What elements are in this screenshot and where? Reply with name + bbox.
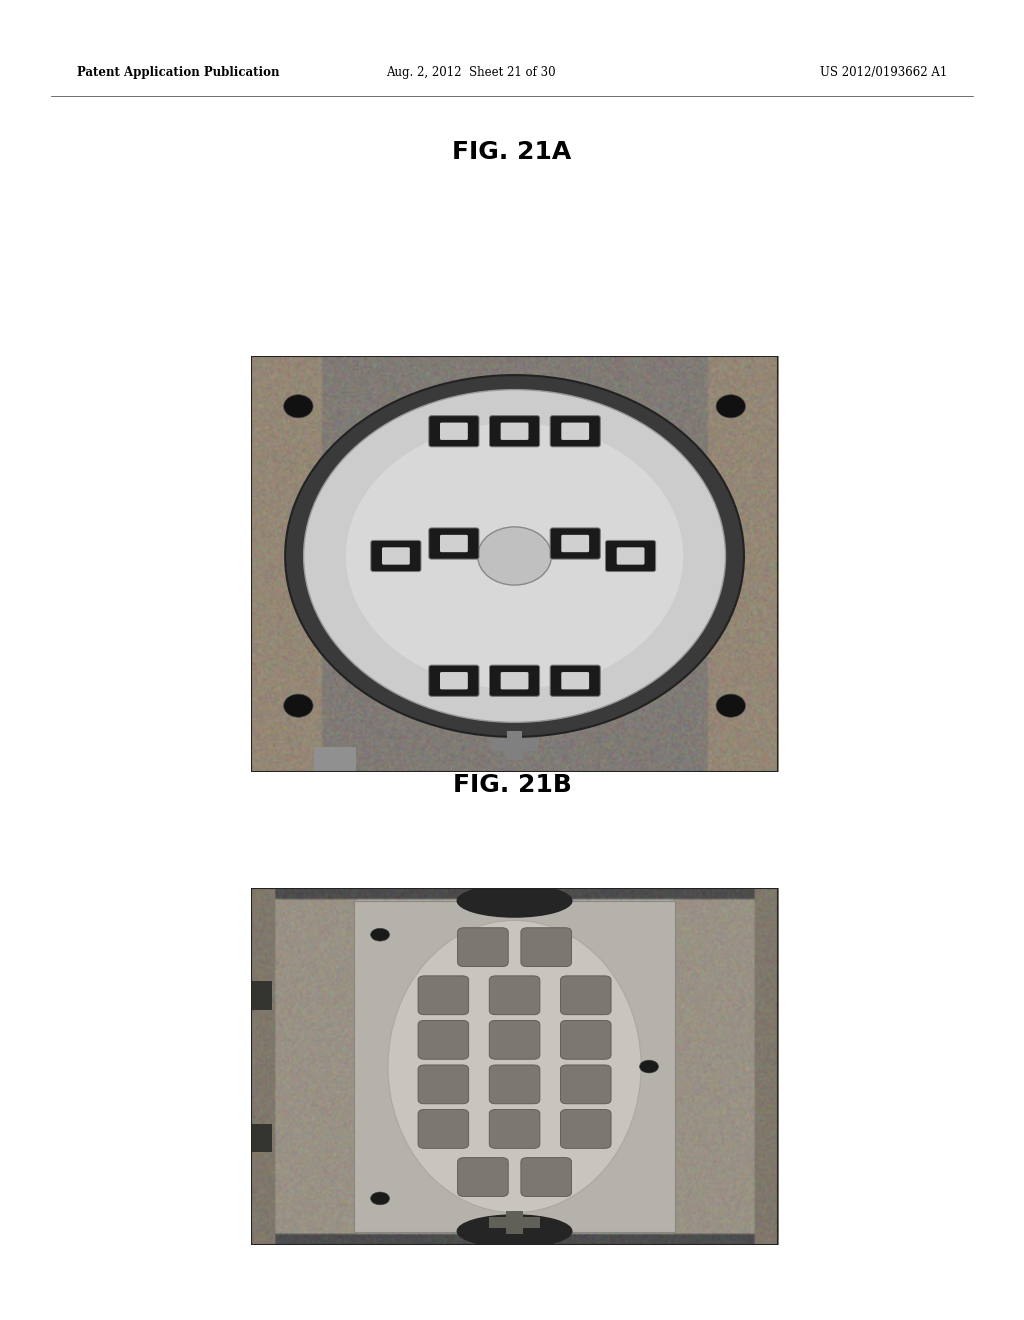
Bar [489,1217,540,1228]
FancyBboxPatch shape [440,672,468,689]
FancyBboxPatch shape [489,1110,540,1148]
Text: FIG. 21B: FIG. 21B [453,774,571,797]
FancyBboxPatch shape [561,672,589,689]
FancyBboxPatch shape [429,665,479,697]
Bar [251,981,272,1010]
Circle shape [346,422,683,689]
Circle shape [285,375,744,737]
FancyBboxPatch shape [458,928,508,966]
Bar [251,1123,272,1152]
FancyBboxPatch shape [440,535,468,552]
Ellipse shape [457,884,572,917]
Bar [490,739,539,751]
Circle shape [477,527,552,585]
FancyBboxPatch shape [418,1065,469,1104]
FancyBboxPatch shape [501,672,528,689]
Circle shape [284,395,313,418]
Bar [353,900,676,1233]
FancyBboxPatch shape [489,416,540,447]
FancyBboxPatch shape [429,416,479,447]
FancyBboxPatch shape [561,535,589,552]
Circle shape [303,389,725,722]
FancyBboxPatch shape [550,416,600,447]
FancyBboxPatch shape [418,1110,469,1148]
FancyBboxPatch shape [418,1020,469,1059]
FancyBboxPatch shape [561,422,589,440]
FancyBboxPatch shape [489,1065,540,1104]
Bar [507,731,522,760]
FancyBboxPatch shape [489,975,540,1015]
FancyBboxPatch shape [616,548,644,565]
Bar [506,1210,523,1234]
FancyBboxPatch shape [489,1020,540,1059]
FancyBboxPatch shape [605,540,655,572]
FancyBboxPatch shape [371,540,421,572]
Text: FIG. 21A: FIG. 21A [453,140,571,164]
FancyBboxPatch shape [521,1158,571,1196]
FancyBboxPatch shape [560,1110,611,1148]
FancyBboxPatch shape [560,1020,611,1059]
FancyBboxPatch shape [501,422,528,440]
FancyBboxPatch shape [429,528,479,560]
Text: Patent Application Publication: Patent Application Publication [77,66,280,79]
FancyBboxPatch shape [550,665,600,697]
FancyBboxPatch shape [418,975,469,1015]
Ellipse shape [457,1214,572,1249]
FancyBboxPatch shape [521,928,571,966]
FancyBboxPatch shape [489,665,540,697]
Ellipse shape [388,920,641,1213]
Circle shape [371,1192,389,1205]
Circle shape [716,694,745,717]
FancyBboxPatch shape [458,1158,508,1196]
FancyBboxPatch shape [382,548,410,565]
FancyBboxPatch shape [440,422,468,440]
Circle shape [371,928,389,941]
FancyBboxPatch shape [560,1065,611,1104]
Circle shape [716,395,745,418]
Circle shape [640,1060,658,1073]
FancyBboxPatch shape [550,528,600,560]
Text: Aug. 2, 2012  Sheet 21 of 30: Aug. 2, 2012 Sheet 21 of 30 [386,66,556,79]
FancyBboxPatch shape [560,975,611,1015]
Circle shape [284,694,313,717]
Bar [314,747,356,772]
Text: US 2012/0193662 A1: US 2012/0193662 A1 [820,66,947,79]
